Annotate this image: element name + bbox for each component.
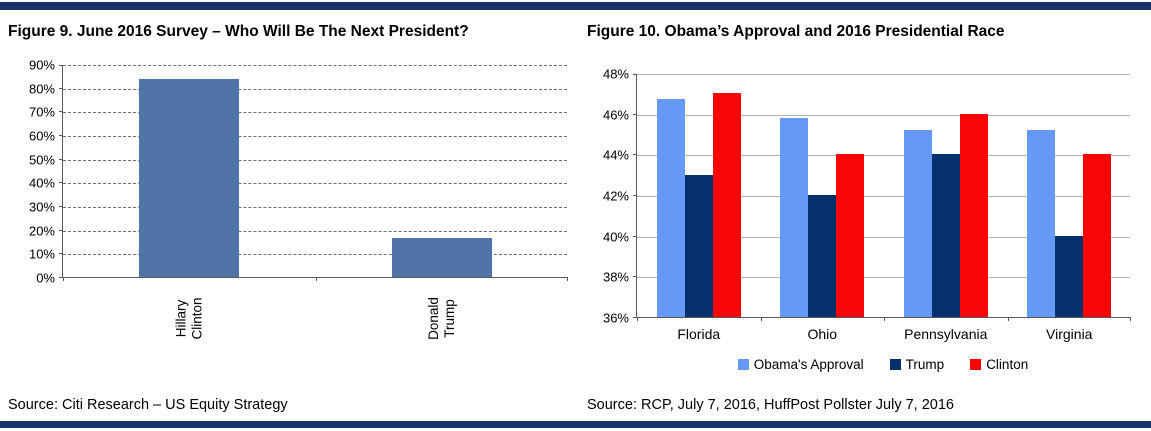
bar-ohio-obama-s-approval — [780, 117, 809, 317]
legend-swatch — [970, 359, 982, 370]
figure-10-source: Source: RCP, July 7, 2016, HuffPost Poll… — [587, 397, 954, 413]
bar-donald-trump — [391, 237, 492, 277]
y-axis-tick — [59, 135, 63, 136]
y-axis-tick — [633, 74, 637, 75]
y-axis-tick-label: 36% — [602, 310, 629, 326]
gridline — [63, 183, 567, 185]
y-axis-tick — [59, 229, 63, 231]
category-label: Pennsylvania — [904, 326, 988, 342]
figure-10-legend: Obama's Approval Trump Clinton — [636, 357, 1130, 372]
legend-label: Trump — [905, 357, 945, 372]
gridline — [637, 236, 1130, 238]
x-axis-tick — [315, 277, 317, 281]
y-axis-tick-label: 20% — [28, 223, 55, 239]
y-axis-tick-label: 10% — [28, 246, 55, 262]
y-axis-tick-label: 48% — [602, 66, 629, 82]
y-axis-tick — [633, 235, 637, 237]
figure-9-title: Figure 9. June 2016 Survey – Who Will Be… — [8, 23, 469, 40]
y-axis-tick-label: 90% — [28, 57, 55, 73]
y-axis-tick — [633, 195, 637, 196]
legend-swatch — [889, 359, 901, 370]
category-label: Ohio — [807, 326, 838, 342]
x-axis-label-text: Donald Trump — [426, 297, 457, 341]
figure-10-plot-area: 36% 38% 40% 42% 44% 46% 48% Florida Ohio Pennsylv… — [603, 67, 1131, 342]
y-axis-tick — [59, 182, 63, 184]
gridline — [637, 74, 1130, 75]
y-axis-tick — [59, 158, 63, 160]
y-axis-tick-label: 70% — [28, 104, 55, 120]
bar-ohio-clinton — [836, 154, 865, 317]
bar-pennsylvania-obama-s-approval — [903, 129, 932, 317]
x-axis-label: Donald Trump — [407, 284, 477, 354]
y-axis-tick-label: 40% — [602, 229, 629, 245]
y-axis-tick — [59, 65, 63, 66]
legend-item-trump: Trump — [889, 357, 945, 372]
y-axis-tick — [633, 154, 637, 156]
y-axis-tick-label: 42% — [602, 188, 629, 204]
y-axis-tick — [633, 276, 637, 278]
figure-9-plot-area: 0% 10% 20% 30% 40% 50% 60% 70% 80% 90% Hillary Cli… — [29, 58, 568, 340]
y-axis-tick-label: 80% — [28, 81, 55, 97]
y-axis-tick-label: 30% — [28, 199, 55, 215]
x-axis-tick — [884, 317, 885, 321]
gridline — [63, 159, 567, 161]
y-axis-tick — [59, 111, 63, 113]
figure-10-title: Figure 10. Obama’s Approval and 2016 Pre… — [587, 23, 1005, 40]
legend-item-clinton: Clinton — [970, 357, 1028, 372]
legend-label: Clinton — [986, 357, 1029, 372]
legend-swatch — [737, 359, 749, 370]
bar-virginia-clinton — [1083, 154, 1112, 317]
x-axis-tick — [1007, 317, 1009, 321]
gridline — [63, 230, 567, 232]
y-axis-tick-label: 0% — [36, 270, 55, 286]
x-axis-tick — [1130, 317, 1131, 321]
x-axis-tick — [637, 317, 638, 321]
y-axis-tick-label: 46% — [602, 107, 629, 123]
y-axis-tick — [633, 113, 637, 115]
gridline — [637, 155, 1130, 157]
bar-hillary-clinton — [139, 79, 240, 277]
bar-virginia-trump — [1055, 235, 1084, 317]
y-axis-tick — [59, 206, 63, 207]
y-axis-tick — [633, 317, 637, 318]
x-axis-label-text: Hillary Clinton — [173, 297, 205, 341]
x-axis-tick — [760, 317, 762, 321]
gridline — [637, 196, 1130, 197]
y-axis-tick — [59, 253, 63, 255]
gridline — [63, 112, 567, 114]
bar-ohio-trump — [808, 195, 837, 317]
y-axis-tick — [59, 87, 63, 89]
figure-9-source: Source: Citi Research – US Equity Strate… — [8, 397, 288, 413]
x-axis-tick — [63, 277, 64, 281]
y-axis-tick-label: 50% — [28, 152, 55, 168]
y-axis-tick-label: 38% — [602, 269, 629, 285]
bar-pennsylvania-trump — [931, 154, 960, 317]
legend-item-obama-s-approval: Obama's Approval — [737, 357, 864, 372]
gridline — [63, 136, 567, 137]
category-label: Virginia — [1046, 326, 1093, 342]
bar-florida-clinton — [712, 93, 741, 317]
legend-label: Obama's Approval — [753, 357, 864, 372]
top-divider-rule — [0, 2, 1151, 10]
bar-florida-obama-s-approval — [656, 99, 685, 317]
bar-florida-trump — [684, 174, 713, 317]
gridline — [637, 277, 1130, 279]
bar-pennsylvania-clinton — [959, 113, 988, 317]
gridline — [637, 114, 1130, 116]
gridline — [63, 88, 567, 90]
x-axis-label: Hillary Clinton — [154, 284, 224, 354]
gridline — [63, 207, 567, 208]
gridline — [63, 65, 567, 66]
y-axis-tick-label: 44% — [602, 147, 629, 163]
x-axis-tick — [567, 277, 568, 281]
y-axis-tick-label: 60% — [28, 128, 55, 144]
y-axis-tick — [59, 277, 63, 278]
y-axis-tick-label: 40% — [28, 175, 55, 191]
category-label: Florida — [677, 326, 721, 342]
gridline — [63, 254, 567, 256]
bottom-divider-rule — [0, 421, 1151, 428]
bar-virginia-obama-s-approval — [1027, 129, 1056, 317]
